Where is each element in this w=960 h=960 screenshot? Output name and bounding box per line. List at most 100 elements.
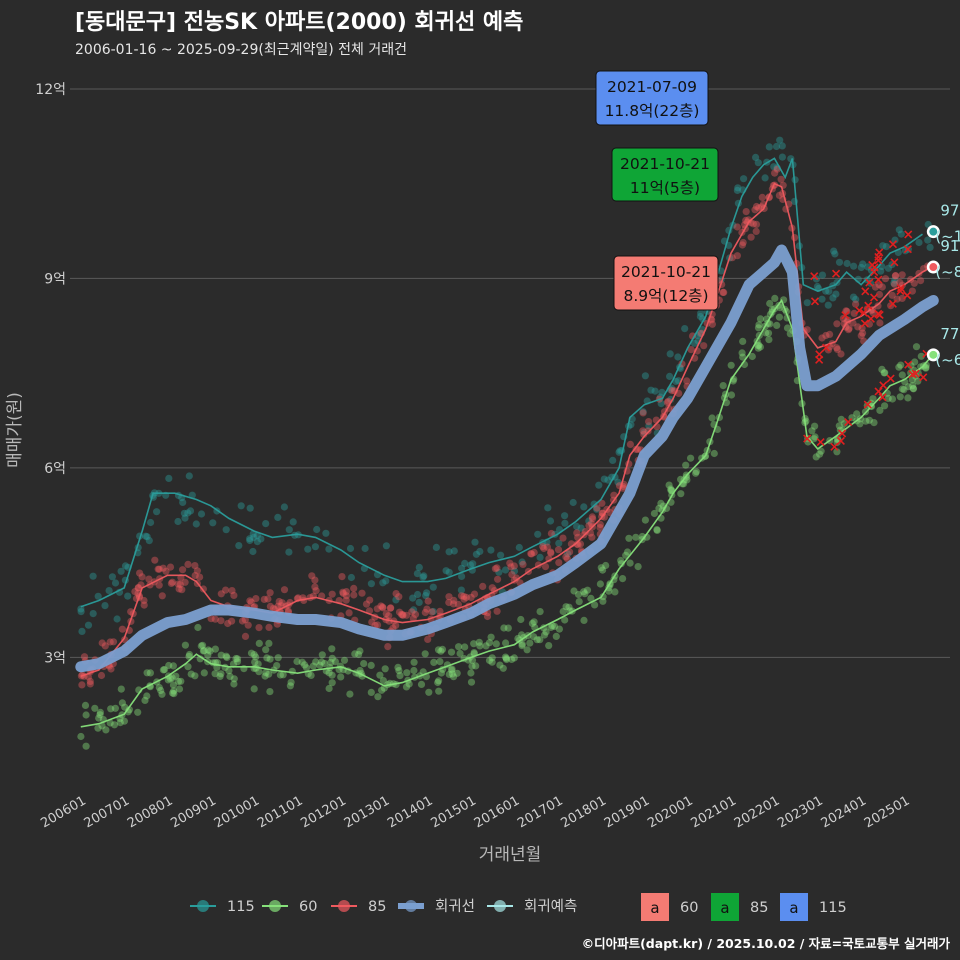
scatter-point	[262, 669, 270, 677]
scatter-point	[681, 325, 689, 333]
scatter-point	[754, 344, 762, 352]
scatter-point	[500, 624, 508, 632]
scatter-point	[770, 163, 778, 171]
scatter-point	[174, 580, 182, 588]
scatter-point	[534, 530, 542, 538]
scatter-point	[185, 650, 194, 659]
scatter-point	[318, 651, 326, 659]
scatter-point	[917, 277, 925, 285]
scatter-point	[617, 556, 625, 565]
scatter-point	[106, 638, 114, 646]
scatter-point	[107, 705, 115, 713]
scatter-point	[508, 571, 516, 579]
scatter-point	[327, 658, 335, 667]
legend-box	[641, 893, 669, 921]
legend-label: 85	[368, 899, 386, 915]
scatter-point	[264, 595, 272, 603]
scatter-point	[765, 143, 773, 151]
x-tick-label: 202101	[689, 793, 739, 831]
scatter-point	[504, 624, 512, 632]
scatter-point	[783, 324, 792, 332]
scatter-point	[420, 572, 428, 580]
scatter-point	[379, 677, 387, 685]
scatter-point	[200, 669, 208, 677]
scatter-point	[583, 586, 592, 594]
scatter-point	[559, 534, 567, 542]
scatter-point	[266, 602, 274, 611]
scatter-point	[381, 665, 389, 673]
scatter-point	[752, 220, 761, 228]
scatter-point	[833, 438, 841, 447]
scatter-point	[467, 678, 476, 686]
scatter-point	[528, 550, 536, 558]
scatter-point	[754, 159, 762, 167]
scatter-point	[311, 543, 319, 551]
scatter-point	[121, 703, 129, 711]
scatter-point	[651, 387, 659, 395]
scatter-point	[191, 571, 199, 580]
forecast-size-label: (~115㎡)	[935, 228, 960, 246]
scatter-point	[483, 612, 492, 621]
scatter-point	[230, 591, 238, 600]
forecast-size-label: (~85㎡)	[935, 263, 960, 281]
scatter-point	[449, 600, 458, 608]
scatter-point	[865, 416, 874, 424]
scatter-point	[358, 589, 366, 597]
scatter-point	[555, 559, 563, 567]
scatter-point	[589, 515, 597, 523]
scatter-point	[379, 579, 387, 587]
scatter-point	[468, 656, 477, 664]
scatter-point	[301, 661, 309, 669]
scatter-point	[562, 603, 570, 611]
scatter-point	[447, 648, 456, 656]
scatter-point	[187, 670, 195, 678]
scatter-point	[854, 323, 862, 331]
scatter-point	[830, 247, 838, 255]
scatter-point	[569, 498, 577, 507]
scatter-point	[125, 706, 133, 714]
recent-trade-x-marker	[860, 319, 869, 328]
scatter-point	[461, 643, 469, 651]
scatter-point	[346, 690, 354, 698]
recent-trade-x-marker	[861, 287, 870, 296]
recent-trade-x-marker	[878, 393, 887, 402]
scatter-point	[754, 324, 763, 332]
scatter-point	[169, 681, 177, 689]
scatter-point	[159, 666, 167, 674]
scatter-point	[89, 572, 97, 580]
scatter-point	[94, 592, 102, 600]
scatter-point	[157, 686, 165, 695]
scatter-point	[179, 498, 187, 506]
recent-trade-x-marker	[864, 301, 873, 310]
scatter-point	[177, 677, 185, 685]
scatter-point	[376, 671, 384, 679]
scatter-point	[313, 525, 321, 534]
recent-trade-x-marker	[886, 374, 895, 383]
annotation-price: 11.8억(22층)	[605, 102, 700, 120]
scatter-point	[739, 238, 747, 247]
scatter-point	[738, 349, 746, 357]
scatter-point	[555, 625, 564, 633]
scatter-point	[772, 142, 781, 151]
scatter-point	[563, 555, 571, 563]
scatter-point	[900, 386, 908, 394]
scatter-point	[645, 422, 653, 430]
scatter-point	[547, 529, 556, 538]
scatter-point	[380, 684, 388, 692]
scatter-point	[399, 611, 407, 619]
scatter-point	[414, 590, 422, 599]
scatter-point	[657, 400, 665, 408]
scatter-point	[80, 653, 89, 661]
scatter-point	[881, 402, 889, 410]
scatter-point	[761, 174, 769, 182]
scatter-point	[699, 315, 707, 323]
scatter-point	[751, 206, 759, 214]
scatter-point	[403, 611, 411, 619]
scatter-point	[912, 343, 921, 351]
scatter-point	[145, 537, 153, 545]
scatter-point	[727, 361, 735, 369]
scatter-point	[230, 680, 238, 688]
scatter-point	[298, 658, 306, 666]
scatter-point	[216, 672, 224, 681]
x-tick-label: 202301	[775, 793, 825, 831]
